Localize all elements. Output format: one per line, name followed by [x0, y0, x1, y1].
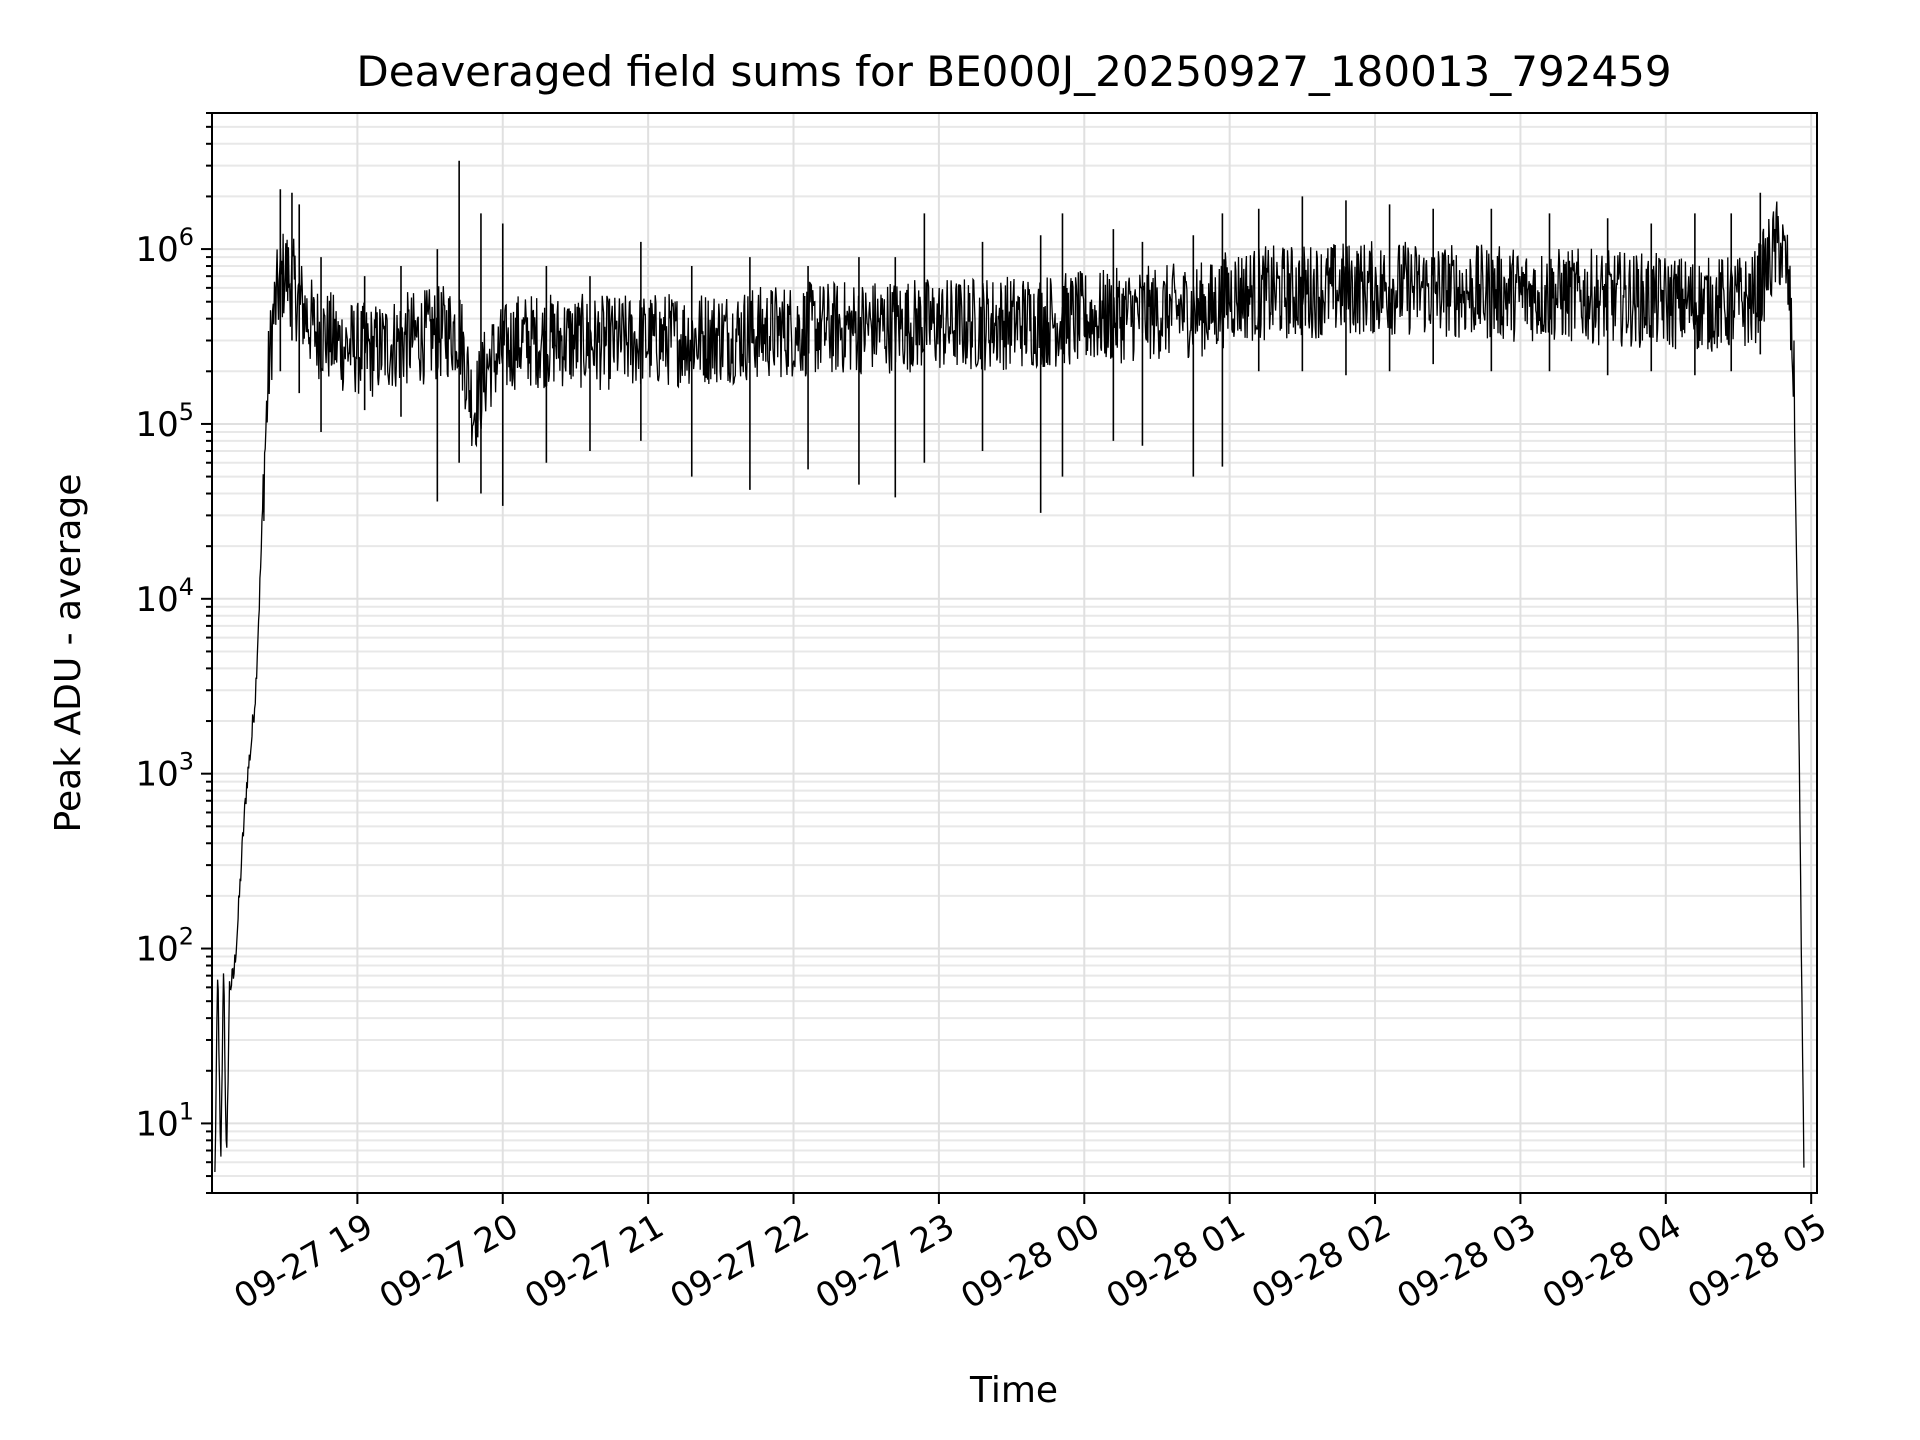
y-tick-label: 106	[135, 223, 194, 270]
y-tick-label: 102	[135, 923, 194, 970]
y-tick-label: 105	[135, 398, 194, 445]
chart-title: Deaveraged field sums for BE000J_2025092…	[356, 47, 1671, 96]
y-axis-ticks: 101 102 103 104 105 106	[135, 112, 212, 1194]
x-axis-label: Time	[969, 1370, 1058, 1411]
plot-area	[214, 160, 1805, 1173]
y-axis-label: Peak ADU - average	[48, 474, 89, 833]
plot-frame	[211, 112, 1818, 1194]
y-tick-label: 103	[135, 748, 194, 795]
series-line	[214, 201, 1805, 1173]
y-tick-label: 104	[135, 573, 194, 620]
y-tick-label: 101	[135, 1097, 194, 1144]
